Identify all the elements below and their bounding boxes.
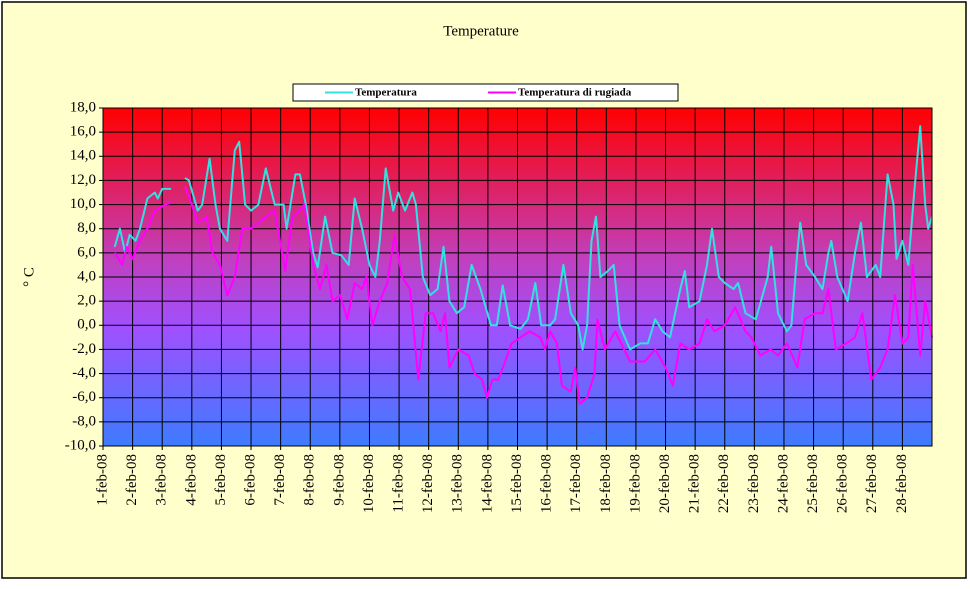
- x-tick-label: 12-feb-08: [420, 454, 436, 513]
- x-tick-label: 7-feb-08: [272, 454, 288, 506]
- x-tick-label: 14-feb-08: [479, 454, 495, 513]
- x-tick-label: 25-feb-08: [805, 454, 821, 513]
- x-tick-label: 10-feb-08: [361, 454, 377, 513]
- y-tick-label: -2,0: [72, 341, 96, 357]
- x-tick-label: 26-feb-08: [835, 454, 851, 513]
- y-tick-label: 8,0: [77, 220, 96, 236]
- x-tick-label: 9-feb-08: [331, 454, 347, 506]
- x-tick-label: 24-feb-08: [775, 454, 791, 513]
- y-tick-label: 6,0: [77, 244, 96, 260]
- x-tick-label: 3-feb-08: [154, 454, 170, 506]
- y-tick-label: 16,0: [70, 124, 96, 140]
- chart-title: Temperature: [443, 23, 519, 39]
- legend-label: Temperatura di rugiada: [518, 87, 632, 99]
- x-tick-label: 28-feb-08: [894, 454, 910, 513]
- y-tick-label: 12,0: [70, 172, 96, 188]
- x-tick-label: 17-feb-08: [568, 454, 584, 513]
- y-tick-label: 18,0: [70, 99, 96, 115]
- x-tick-label: 6-feb-08: [242, 454, 258, 506]
- x-tick-label: 20-feb-08: [657, 454, 673, 513]
- x-tick-label: 18-feb-08: [598, 454, 614, 513]
- y-tick-label: 14,0: [70, 148, 96, 164]
- y-tick-label: 0,0: [77, 317, 96, 333]
- x-tick-label: 5-feb-08: [213, 454, 229, 506]
- x-tick-label: 23-feb-08: [746, 454, 762, 513]
- y-tick-label: 2,0: [77, 293, 96, 309]
- y-tick-label: -8,0: [72, 413, 96, 429]
- x-tick-label: 22-feb-08: [716, 454, 732, 513]
- y-axis-label: ° C: [21, 267, 37, 287]
- series-line: [113, 186, 933, 405]
- y-tick-label: -4,0: [72, 365, 96, 381]
- x-tick-label: 8-feb-08: [302, 454, 318, 506]
- x-tick-label: 15-feb-08: [509, 454, 525, 513]
- y-tick-label: -6,0: [72, 389, 96, 405]
- x-tick-label: 2-feb-08: [124, 454, 140, 506]
- x-tick-label: 21-feb-08: [687, 454, 703, 513]
- legend-label: Temperatura: [355, 87, 417, 99]
- x-tick-label: 4-feb-08: [183, 454, 199, 506]
- x-tick-label: 19-feb-08: [627, 454, 643, 513]
- x-tick-label: 1-feb-08: [94, 454, 110, 506]
- x-tick-label: 13-feb-08: [450, 454, 466, 513]
- series-line: [113, 125, 933, 351]
- y-tick-label: 10,0: [70, 196, 96, 212]
- x-tick-label: 16-feb-08: [539, 454, 555, 513]
- y-tick-label: 4,0: [77, 268, 96, 284]
- legend: [292, 83, 679, 102]
- y-tick-label: -10,0: [65, 437, 96, 453]
- x-tick-label: 11-feb-08: [391, 454, 407, 513]
- x-tick-label: 27-feb-08: [864, 454, 880, 513]
